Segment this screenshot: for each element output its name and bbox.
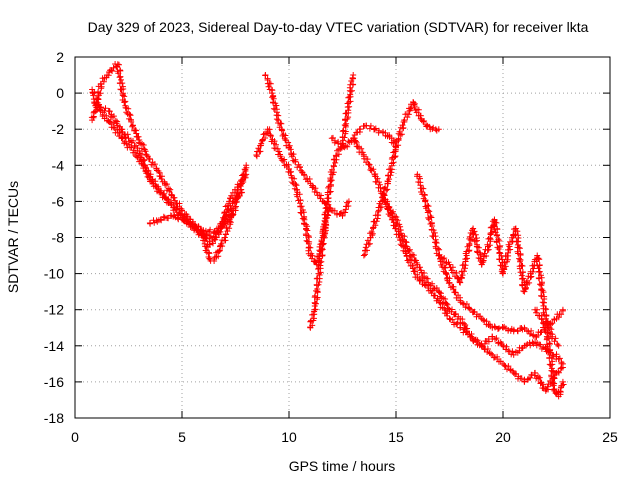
y-tick-label: -12 (44, 302, 64, 318)
point-arc-13-16 (555, 342, 562, 349)
point-arc-1-16 (221, 234, 228, 241)
point-arc-9-0 (360, 252, 367, 259)
trace-arc-7 (307, 74, 357, 331)
y-axis-label: SDTVAR / TECUs (5, 181, 21, 293)
trace-arc-4 (147, 189, 245, 248)
y-tick-label: -14 (44, 338, 64, 354)
trace-arc-9 (362, 99, 440, 258)
series-arc-10 (350, 135, 566, 394)
y-tick-label: -4 (52, 157, 65, 173)
series-arc-13 (435, 216, 562, 349)
series-arc-5 (262, 72, 352, 219)
data-series (88, 61, 567, 400)
trace-arc-14 (533, 306, 567, 398)
y-tick-label: -18 (44, 410, 64, 426)
series-arc-12 (414, 171, 566, 340)
y-tick-label: -10 (44, 266, 64, 282)
series-arc-11 (382, 198, 566, 367)
x-tick-label: 20 (495, 429, 511, 445)
grid (75, 57, 610, 418)
series-arc-14 (532, 306, 567, 400)
x-tick-label: 25 (602, 429, 618, 445)
y-tick-label: -6 (52, 193, 65, 209)
trace-arc-8 (330, 122, 399, 150)
trace-arc-11 (382, 198, 565, 367)
series-arc-2 (88, 61, 250, 241)
trace-arc-5 (262, 72, 352, 218)
x-axis-label: GPS time / hours (289, 458, 396, 474)
point-arc-14-6 (559, 378, 566, 385)
chart-title: Day 329 of 2023, Sidereal Day-to-day VTE… (88, 19, 589, 35)
y-tick-label: -2 (52, 121, 65, 137)
series-arc-9 (360, 99, 442, 259)
series-arc-8 (328, 122, 399, 151)
trace-arc-10 (351, 137, 565, 393)
y-tick-label: -8 (52, 230, 65, 246)
point-arc-13-13 (534, 252, 541, 259)
x-tick-label: 15 (388, 429, 404, 445)
y-tick-label: 0 (56, 85, 64, 101)
series-arc-4 (146, 189, 245, 248)
trace-arc-12 (414, 173, 566, 340)
trace-arc-2 (88, 61, 249, 241)
x-tick-label: 0 (71, 429, 79, 445)
x-tick-label: 10 (281, 429, 297, 445)
x-tick-label: 5 (178, 429, 186, 445)
trace-arc-13 (437, 217, 561, 348)
y-tick-label: 2 (56, 49, 64, 65)
series-arc-1 (89, 86, 250, 264)
series-arc-6 (253, 126, 332, 268)
y-tick-label: -16 (44, 374, 64, 390)
axis-ticks: 20-2-4-6-8-10-12-14-16-180 5 10 15 20 25 (44, 49, 618, 445)
